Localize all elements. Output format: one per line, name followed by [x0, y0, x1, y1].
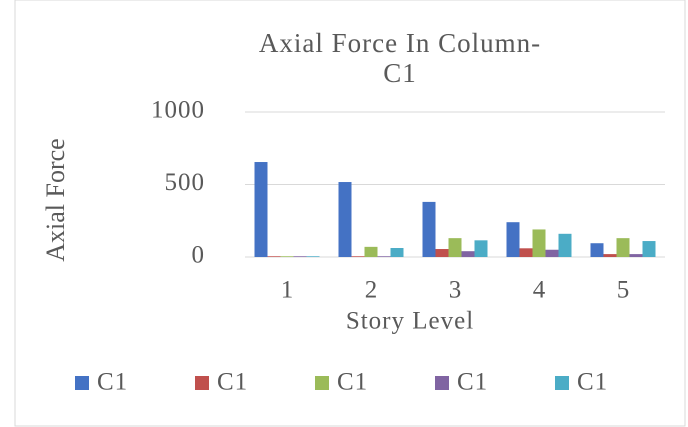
frame [14, 0, 686, 427]
bar [532, 229, 546, 257]
legend-swatch [435, 376, 449, 390]
bar [293, 256, 307, 257]
bar [545, 249, 559, 257]
bar [448, 238, 462, 257]
x-tick-label: 4 [533, 277, 546, 304]
x-tick-label: 5 [617, 277, 630, 304]
x-tick-label: 1 [281, 277, 294, 304]
bar [351, 256, 365, 257]
legend-swatch [195, 376, 209, 390]
y-tick-label: 1000 [151, 97, 205, 124]
legend-swatch [555, 376, 569, 390]
bar [377, 256, 391, 257]
y-axis-label: Axial Force [41, 138, 70, 261]
legend-label: C1 [577, 369, 608, 396]
x-axis-label: Story Level [346, 308, 474, 335]
bar [590, 243, 604, 257]
bar [642, 241, 656, 257]
y-tick-label: 0 [192, 242, 206, 269]
x-tick-label: 2 [365, 277, 378, 304]
legend-label: C1 [457, 369, 488, 396]
bar [474, 240, 488, 257]
bar [306, 256, 320, 257]
bar [422, 201, 436, 257]
bar [616, 238, 630, 257]
legend-label: C1 [337, 369, 368, 396]
x-tick-label: 3 [449, 277, 462, 304]
bar [267, 256, 281, 257]
bar [558, 233, 572, 257]
bar [519, 248, 533, 257]
bar [603, 254, 617, 257]
y-tick-label: 500 [165, 169, 206, 196]
bar [390, 248, 404, 257]
legend-swatch [75, 376, 89, 390]
bar [254, 162, 268, 257]
bar [629, 254, 643, 257]
bar [338, 182, 352, 257]
bar [461, 251, 475, 257]
legend-swatch [315, 376, 329, 390]
legend-label: C1 [217, 369, 248, 396]
chart-title: Axial Force In Column-C1 [258, 28, 542, 88]
bar [435, 249, 449, 257]
bar [280, 256, 294, 257]
legend-label: C1 [97, 369, 128, 396]
bar [506, 222, 520, 257]
bar [364, 246, 378, 257]
